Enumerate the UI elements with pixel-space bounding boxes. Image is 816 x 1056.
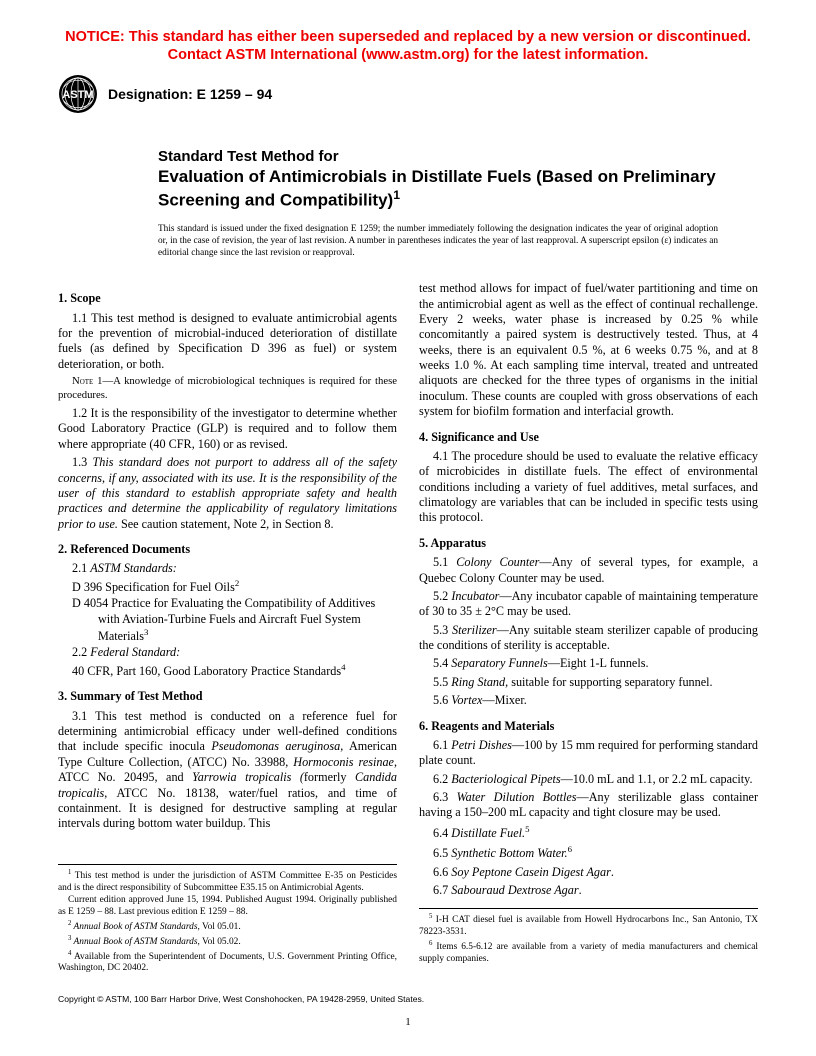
sec6-p2: 6.2 Bacteriological Pipets—10.0 mL and 1… <box>419 772 758 787</box>
fn6: 6 Items 6.5-6.12 are available from a va… <box>419 940 758 966</box>
sec6-p7: 6.7 Sabouraud Dextrose Agar. <box>419 883 758 898</box>
sec5-p3: 5.3 Sterilizer—Any suitable steam steril… <box>419 623 758 654</box>
sec5-p2: 5.2 Incubator—Any incubator capable of m… <box>419 589 758 620</box>
fn1: 1 This test method is under the jurisdic… <box>58 869 397 895</box>
fn5-text: I-H CAT diesel fuel is available from Ho… <box>419 916 758 938</box>
s3p1e: , ATCC No. 18138, water/fuel ratios, and… <box>58 786 397 831</box>
sec2-d396: D 396 Specification for Fuel Oils2 <box>58 578 397 595</box>
s3p1i2: Hormoconis resinae <box>293 755 394 769</box>
sec1-p2: 1.2 It is the responsibility of the inve… <box>58 406 397 452</box>
astm-logo-icon: ASTM <box>58 74 98 114</box>
notice-banner: NOTICE: This standard has either been su… <box>58 28 758 64</box>
sec6-p4: 6.4 Distillate Fuel.5 <box>419 824 758 841</box>
header-row: ASTM Designation: E 1259 – 94 <box>58 74 758 114</box>
fn1-text: This test method is under the jurisdicti… <box>58 871 397 893</box>
sec1-p3: 1.3 This standard does not purport to ad… <box>58 455 397 532</box>
sec1-p3-tail: See caution statement, Note 2, in Sectio… <box>118 517 334 531</box>
sec2-d4054: D 4054 Practice for Evaluating the Compa… <box>58 596 397 644</box>
sec3-head: 3. Summary of Test Method <box>58 689 397 704</box>
footnotes-left: 1 This test method is under the jurisdic… <box>58 864 397 976</box>
sec1-p3-num: 1.3 <box>72 455 93 469</box>
note1-lead: Note 1— <box>72 375 113 387</box>
fn4: 4 Available from the Superintendent of D… <box>58 950 397 976</box>
svg-text:ASTM: ASTM <box>62 89 93 101</box>
fn5: 5 I-H CAT diesel fuel is available from … <box>419 913 758 939</box>
s3p1d: formerly <box>304 770 355 784</box>
sec2-head: 2. Referenced Documents <box>58 542 397 557</box>
d4054-text: D 4054 Practice for Evaluating the Compa… <box>72 596 375 643</box>
title-pre: Standard Test Method for <box>158 148 718 166</box>
s3p1i3: Yarrowia tropicalis ( <box>192 770 304 784</box>
sec6-p3: 6.3 Water Dilution Bottles—Any steriliza… <box>419 790 758 821</box>
fn2: 2 Annual Book of ASTM Standards, Vol 05.… <box>58 920 397 934</box>
page-number: 1 <box>0 1016 816 1028</box>
sec4-head: 4. Significance and Use <box>419 430 758 445</box>
copyright-line: Copyright © ASTM, 100 Barr Harbor Drive,… <box>58 994 424 1004</box>
sec5-p6: 5.6 Vortex—Mixer. <box>419 693 758 708</box>
sec4-p1: 4.1 The procedure should be used to eval… <box>419 449 758 526</box>
issuance-note: This standard is issued under the fixed … <box>158 224 718 259</box>
sec6-p6: 6.6 Soy Peptone Casein Digest Agar. <box>419 865 758 880</box>
sec5-p5: 5.5 Ring Stand, suitable for supporting … <box>419 675 758 690</box>
sec1-note1: Note 1—A knowledge of microbiological te… <box>58 375 397 402</box>
sec1-head: 1. Scope <box>58 291 397 306</box>
notice-line1: NOTICE: This standard has either been su… <box>65 29 751 45</box>
sec2-sub2: 2.2 Federal Standard: <box>58 645 397 660</box>
fn3-tail: , Vol 05.02. <box>198 937 241 947</box>
d396-text: D 396 Specification for Fuel Oils <box>72 580 235 594</box>
fn2-text: Annual Book of ASTM Standards <box>71 922 197 932</box>
sec6-head: 6. Reagents and Materials <box>419 719 758 734</box>
title-sup: 1 <box>393 188 400 202</box>
title-block: Standard Test Method for Evaluation of A… <box>158 148 718 210</box>
sec2-sub1: 2.1 ASTM Standards: <box>58 561 397 576</box>
s3p1i1: Pseudomonas aeruginosa <box>211 739 340 753</box>
sec5-head: 5. Apparatus <box>419 536 758 551</box>
sec2-cfr: 40 CFR, Part 160, Good Laboratory Practi… <box>58 662 397 679</box>
fn4-text: Available from the Superintendent of Doc… <box>58 952 397 974</box>
sec5-p1: 5.1 Colony Counter—Any of several types,… <box>419 555 758 586</box>
fn1b: Current edition approved June 15, 1994. … <box>58 895 397 919</box>
footnotes-right: 5 I-H CAT diesel fuel is available from … <box>419 908 758 965</box>
title-main: Evaluation of Antimicrobials in Distilla… <box>158 166 718 210</box>
sec3-p1: 3.1 This test method is conducted on a r… <box>58 709 397 832</box>
sec1-p1: 1.1 This test method is designed to eval… <box>58 311 397 373</box>
fn3-text: Annual Book of ASTM Standards <box>71 937 197 947</box>
designation: Designation: E 1259 – 94 <box>108 86 272 102</box>
cfr-text: 40 CFR, Part 160, Good Laboratory Practi… <box>72 664 341 678</box>
sec5-p4: 5.4 Separatory Funnels—Eight 1-L funnels… <box>419 656 758 671</box>
sec6-p5: 6.5 Synthetic Bottom Water.6 <box>419 844 758 861</box>
sec6-p1: 6.1 Petri Dishes—100 by 15 mm required f… <box>419 738 758 769</box>
fn6-text: Items 6.5-6.12 are available from a vari… <box>419 942 758 964</box>
fn3: 3 Annual Book of ASTM Standards, Vol 05.… <box>58 935 397 949</box>
title-main-text: Evaluation of Antimicrobials in Distilla… <box>158 167 716 209</box>
fn2-tail: , Vol 05.01. <box>198 922 241 932</box>
notice-line2: Contact ASTM International (www.astm.org… <box>168 47 649 63</box>
body-columns: 1. Scope 1.1 This test method is designe… <box>58 281 758 976</box>
cfr-sup: 4 <box>341 662 345 672</box>
sec3-p1-cont: test method allows for impact of fuel/wa… <box>419 281 758 419</box>
d4054-sup: 3 <box>144 627 148 637</box>
d396-sup: 2 <box>235 578 239 588</box>
